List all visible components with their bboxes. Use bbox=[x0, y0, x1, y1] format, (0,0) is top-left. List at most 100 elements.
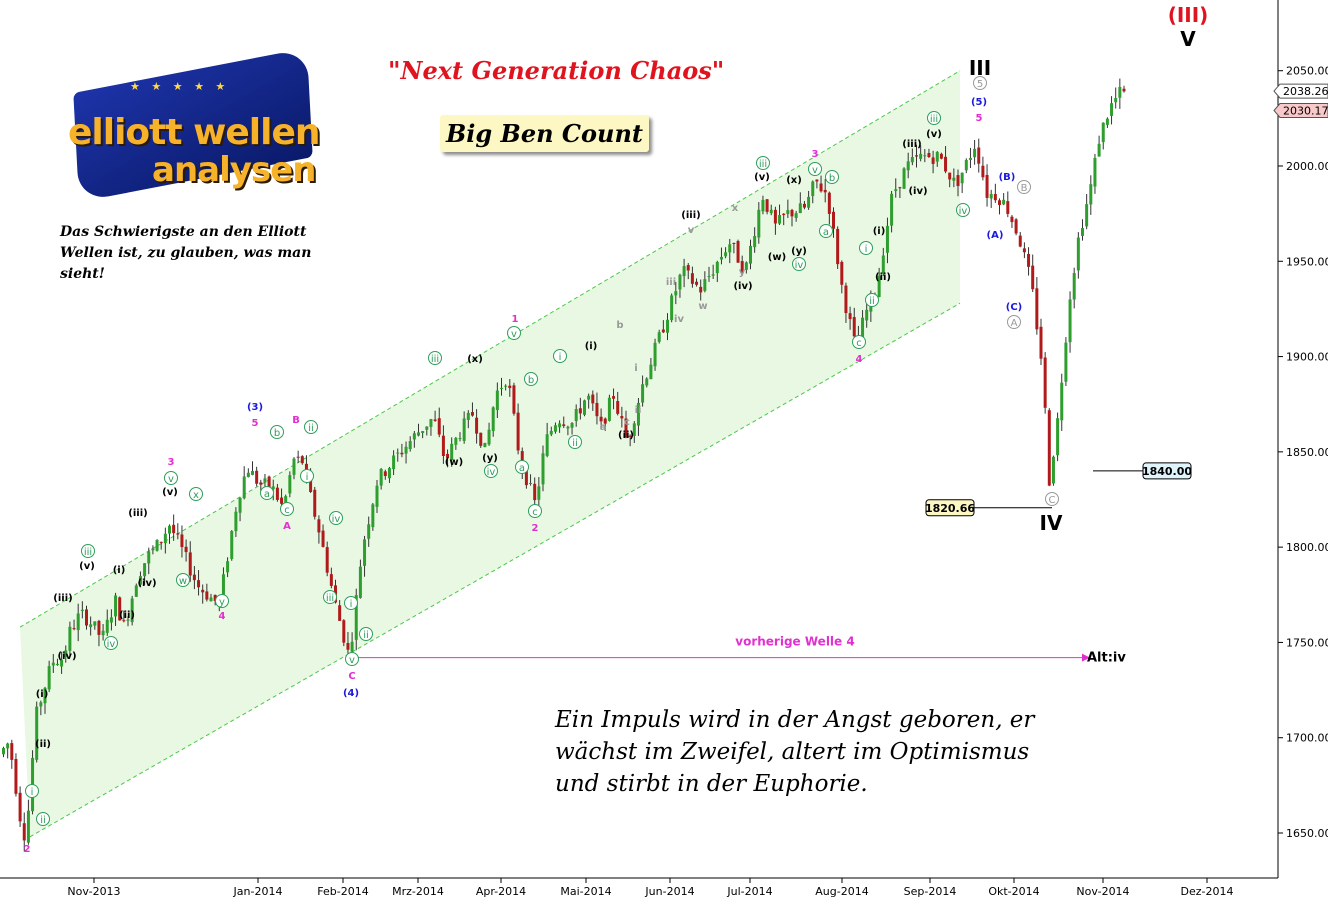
candle-body bbox=[192, 574, 196, 581]
wave-label-circle bbox=[215, 594, 229, 608]
wave-label: b bbox=[829, 173, 835, 184]
candle-body bbox=[1047, 410, 1051, 486]
wave-label-circle bbox=[36, 812, 50, 826]
candle-body bbox=[894, 189, 898, 192]
candle-body bbox=[686, 265, 690, 271]
wave-label: B bbox=[292, 415, 300, 426]
candle-body bbox=[512, 385, 516, 414]
candle-body bbox=[271, 486, 275, 490]
wave-label: (i) bbox=[873, 226, 886, 237]
candle-body bbox=[151, 548, 155, 551]
wave-label: B bbox=[1021, 183, 1028, 194]
candle-body bbox=[1039, 326, 1043, 359]
wave-label: (iv) bbox=[137, 578, 156, 589]
wave-label: i bbox=[865, 244, 868, 255]
date-tick-label: Nov-2014 bbox=[1076, 885, 1129, 898]
candle-body bbox=[607, 397, 611, 421]
price-level-box bbox=[925, 499, 975, 517]
candle-body bbox=[130, 598, 134, 623]
price-tick-label: 2000.00 bbox=[1286, 160, 1328, 173]
wave-label: x bbox=[732, 203, 739, 214]
candle-body bbox=[342, 620, 346, 643]
candle-body bbox=[259, 482, 263, 485]
price-tick-label: 1850.00 bbox=[1286, 446, 1328, 459]
candle-body bbox=[109, 617, 113, 623]
candle-body bbox=[437, 418, 441, 435]
wave-label-circle bbox=[956, 203, 970, 217]
candle-body bbox=[790, 209, 794, 217]
wave-label: (iv) bbox=[57, 651, 76, 662]
wave-label: 2 bbox=[24, 844, 31, 855]
candle-body bbox=[973, 148, 977, 158]
candle-body bbox=[35, 706, 39, 760]
date-tick-label: Jun-2014 bbox=[644, 885, 694, 898]
wave-label-circle bbox=[524, 372, 538, 386]
candle-body bbox=[1089, 184, 1093, 205]
candle-body bbox=[562, 424, 566, 427]
wave-label-circle bbox=[1017, 180, 1031, 194]
wave-label: C bbox=[348, 671, 355, 682]
candle-body bbox=[126, 619, 130, 621]
candle-body bbox=[180, 534, 184, 548]
candle-body bbox=[412, 433, 416, 440]
wave-label-circle bbox=[428, 351, 442, 365]
wave-label-circle bbox=[359, 627, 373, 641]
candle-body bbox=[201, 589, 205, 593]
wave-label: ii bbox=[635, 405, 642, 416]
wave-label: (iii) bbox=[128, 508, 147, 519]
wave-label: 5 bbox=[976, 113, 983, 124]
wave-label: (iv) bbox=[908, 186, 927, 197]
logo-stars: ★ ★ ★ ★ ★ bbox=[130, 80, 230, 93]
candle-body bbox=[6, 743, 10, 749]
candle-body bbox=[520, 451, 524, 469]
wave-label: v bbox=[511, 329, 517, 340]
candle-body bbox=[757, 209, 761, 238]
candle-body bbox=[587, 395, 591, 400]
candle-body bbox=[230, 531, 234, 559]
candle-body bbox=[1093, 157, 1097, 187]
wave-label: 5 bbox=[252, 418, 259, 429]
candle-body bbox=[848, 313, 852, 320]
candle-body bbox=[819, 183, 823, 192]
wave-label: y bbox=[219, 597, 225, 608]
wave-label: 2 bbox=[532, 523, 539, 534]
candle-body bbox=[51, 662, 55, 666]
wave-label: w bbox=[179, 576, 187, 587]
candle-body bbox=[508, 385, 512, 389]
candle-body bbox=[827, 192, 831, 214]
candle-body bbox=[927, 153, 931, 158]
wave-label: c bbox=[624, 417, 630, 428]
candle-body bbox=[26, 810, 30, 843]
candle-body bbox=[719, 256, 723, 260]
candle-body bbox=[707, 276, 711, 278]
candle-body bbox=[599, 416, 603, 422]
candle-body bbox=[1056, 418, 1060, 456]
candle-body bbox=[632, 423, 636, 436]
wave-label-circle bbox=[507, 326, 521, 340]
candle-body bbox=[724, 252, 728, 257]
wave-label: (ii) bbox=[618, 430, 634, 441]
candle-body bbox=[939, 153, 943, 159]
price-tag-label: 2030.17 bbox=[1283, 105, 1328, 118]
candle-body bbox=[433, 419, 437, 421]
wave-label-circle bbox=[304, 420, 318, 434]
wave-label: 3 bbox=[812, 149, 819, 160]
candle-body bbox=[985, 174, 989, 198]
candle-body bbox=[993, 194, 997, 201]
wave-label: (i) bbox=[113, 565, 126, 576]
candle-body bbox=[197, 580, 201, 588]
wave-label: iii bbox=[666, 277, 676, 288]
candle-body bbox=[736, 241, 740, 263]
date-tick-label: Aug-2014 bbox=[815, 885, 868, 898]
wave-label: (v) bbox=[79, 561, 95, 572]
candle-body bbox=[1068, 299, 1072, 343]
candle-body bbox=[910, 157, 914, 163]
candle-body bbox=[877, 275, 881, 298]
wave-label: A bbox=[1011, 318, 1018, 329]
candle-body bbox=[798, 203, 802, 214]
candle-body bbox=[923, 155, 927, 157]
candle-body bbox=[616, 401, 620, 414]
wave-label-circle bbox=[323, 590, 337, 604]
candle-body bbox=[441, 435, 445, 456]
candle-body bbox=[574, 409, 578, 422]
